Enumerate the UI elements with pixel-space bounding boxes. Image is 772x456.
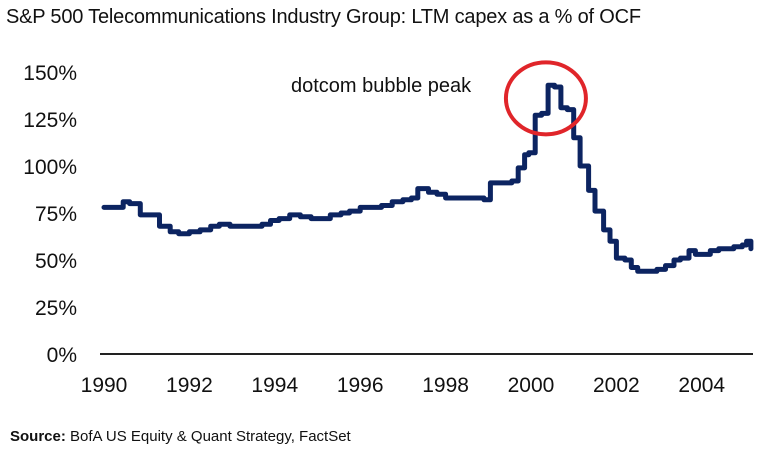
y-tick-label: 50%: [35, 250, 77, 273]
source-note: Source: BofA US Equity & Quant Strategy,…: [10, 428, 351, 445]
y-tick-label: 25%: [35, 297, 77, 320]
x-tick-label: 2004: [678, 374, 725, 397]
chart-subtitle: S&P 500 Telecommunications Industry Grou…: [6, 6, 641, 28]
source-label: Source:: [10, 428, 66, 445]
x-tick-label: 1996: [337, 374, 384, 397]
y-axis-ticks: 0% 25% 50% 75% 100% 125% 150%: [23, 62, 77, 367]
y-tick-label: 150%: [23, 62, 77, 85]
annotation-label: dotcom bubble peak: [291, 75, 472, 97]
x-tick-label: 2000: [508, 374, 555, 397]
x-axis-ticks: 1990 1992 1994 1996 1998 2000 2002 2004: [81, 374, 726, 397]
x-tick-label: 1992: [166, 374, 213, 397]
y-tick-label: 125%: [23, 109, 77, 132]
x-tick-label: 1998: [422, 374, 469, 397]
y-tick-label: 0%: [47, 344, 77, 367]
annotation-circle: [503, 60, 588, 137]
line-chart: 0% 25% 50% 75% 100% 125% 150% 1990 1992 1994 1996…: [23, 60, 754, 397]
y-tick-label: 75%: [35, 203, 77, 226]
x-tick-label: 1990: [81, 374, 128, 397]
x-tick-label: 2002: [593, 374, 640, 397]
source-text: BofA US Equity & Quant Strategy, FactSet: [70, 428, 351, 445]
series-line: [101, 82, 754, 274]
y-tick-label: 100%: [23, 156, 77, 179]
x-tick-label: 1994: [251, 374, 298, 397]
